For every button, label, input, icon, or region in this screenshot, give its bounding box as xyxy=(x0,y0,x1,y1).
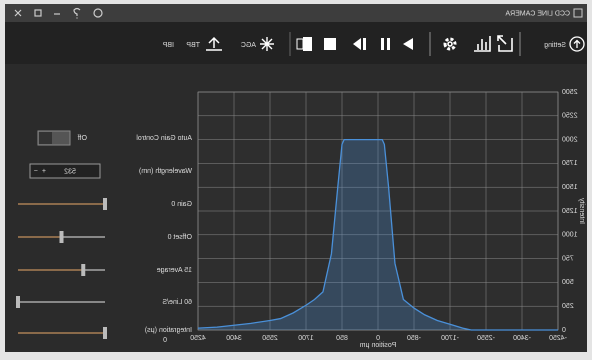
back-arrow xyxy=(573,39,581,48)
y-tick-label: 2250 xyxy=(562,113,578,120)
spinner-value: 532 xyxy=(64,168,76,175)
x-tick-label: -1700 xyxy=(441,335,459,342)
x-tick-label: -4250 xyxy=(549,335,567,342)
step-arrow xyxy=(353,38,361,50)
x-tick-label: -2550 xyxy=(477,335,495,342)
ibp-button[interactable]: IBP xyxy=(162,42,174,49)
control-value: 0 xyxy=(163,337,167,344)
y-tick-label: 1750 xyxy=(562,160,578,167)
toggle-knob xyxy=(39,132,52,144)
y-tick-label: 1500 xyxy=(562,184,578,191)
control-label: Gain 0 xyxy=(171,201,192,208)
pause-button[interactable] xyxy=(387,38,390,50)
control-label: Offset 0 xyxy=(168,234,192,241)
stop-button[interactable] xyxy=(324,38,336,50)
excel-sheet xyxy=(296,38,304,50)
control-label: 60 Line/S xyxy=(162,299,192,306)
config-button[interactable] xyxy=(443,37,457,51)
y-tick-label: 250 xyxy=(562,303,574,310)
y-tick-label: 2000 xyxy=(562,136,578,143)
config-hub xyxy=(447,41,453,47)
slider-thumb[interactable] xyxy=(16,296,20,308)
slider-thumb[interactable] xyxy=(59,231,64,243)
maximize-button[interactable] xyxy=(34,9,42,17)
x-tick-label: 4250 xyxy=(190,335,206,342)
x-tick-label: -850 xyxy=(407,335,421,342)
y-tick-label: 500 xyxy=(562,279,574,286)
pause-button xyxy=(381,38,384,50)
x-axis-label: Position μm xyxy=(359,342,396,349)
export-button[interactable] xyxy=(497,35,513,52)
spinner-minus[interactable]: − xyxy=(34,168,38,175)
control-label: Auto Gain Control xyxy=(136,135,192,142)
spinner-plus[interactable]: + xyxy=(42,168,46,175)
control-label: Wavelength (nm) xyxy=(139,168,192,175)
window: CCD LINE CAMERA Setting AGC TBP IBP Auto… xyxy=(5,4,587,352)
settings-button[interactable] xyxy=(93,8,103,18)
setting-label[interactable]: Setting xyxy=(544,42,566,49)
back-button[interactable] xyxy=(569,36,585,52)
x-tick-label: -3400 xyxy=(513,335,531,342)
slider-thumb[interactable] xyxy=(103,327,107,339)
x-tick-label: 3400 xyxy=(226,335,242,342)
peak-button[interactable] xyxy=(206,36,222,51)
toggle-state: Off xyxy=(78,135,87,142)
y-axis-label: Intensity xyxy=(578,197,585,224)
play-button[interactable] xyxy=(403,38,413,50)
close-button[interactable] xyxy=(14,9,22,17)
x-tick-label: 1700 xyxy=(298,335,314,342)
title-bar xyxy=(5,4,587,22)
x-tick-label: 0 xyxy=(376,335,380,342)
area-fill xyxy=(198,139,558,330)
slider-thumb[interactable] xyxy=(103,198,107,210)
app-icon xyxy=(573,8,583,18)
y-tick-label: 1250 xyxy=(562,208,578,215)
chart-button[interactable] xyxy=(474,36,491,52)
excel-button[interactable] xyxy=(303,37,312,51)
y-tick-label: 750 xyxy=(562,255,574,262)
y-tick-label: 2500 xyxy=(562,89,578,96)
x-tick-label: 850 xyxy=(336,335,348,342)
y-tick-label: 1000 xyxy=(562,232,578,239)
tbp-button[interactable]: TBP xyxy=(186,42,200,49)
data-line xyxy=(197,138,558,331)
control-label: Integration (μs) xyxy=(145,327,192,334)
spinner[interactable] xyxy=(29,163,101,179)
step-button[interactable] xyxy=(363,38,366,50)
y-tick-label: 0 xyxy=(562,327,566,334)
agc-button[interactable]: AGC xyxy=(241,42,256,49)
window-title: CCD LINE CAMERA xyxy=(505,10,570,17)
x-tick-label: 2550 xyxy=(262,335,278,342)
control-label: 15 Average xyxy=(157,267,192,274)
toolbar xyxy=(5,22,587,64)
asterisk-button[interactable] xyxy=(260,37,274,51)
help-button[interactable] xyxy=(73,7,81,19)
slider-thumb[interactable] xyxy=(81,264,86,276)
